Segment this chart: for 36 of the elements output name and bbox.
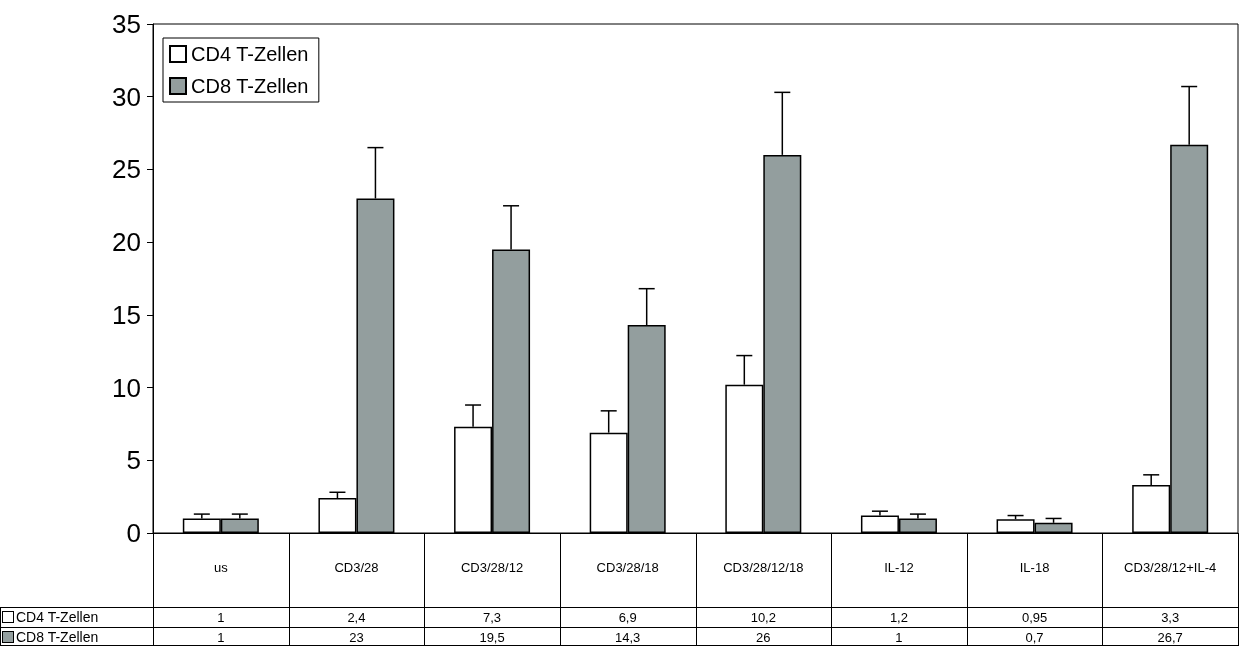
x-tick-label: us (213, 559, 229, 575)
y-tick-label: 15 (112, 299, 141, 330)
data-label: 26 (755, 629, 772, 646)
x-tick-label: CD3/28/12/18 (723, 559, 804, 575)
y-tick-label: 5 (126, 445, 141, 476)
data-label: 19,5 (478, 629, 506, 646)
x-tick-label: CD3/28/18 (596, 559, 659, 575)
text: CD4 T-Zellen (16, 609, 99, 625)
text: CD8 T-Zellen (16, 629, 99, 645)
data-label: 1 (216, 609, 226, 627)
y-tick-label: 10 (112, 372, 141, 403)
data-label: 10,2 (749, 609, 777, 627)
x-tick-label: CD3/28 (334, 559, 379, 575)
legend-label: CD4 T-Zellen (191, 43, 309, 65)
y-tick-label: 20 (112, 227, 141, 258)
x-tick-label: CD3/28/12 (460, 559, 524, 575)
legend-label: CD8 T-Zellen (191, 75, 309, 97)
data-label: 6,9 (617, 609, 638, 627)
data-label: 0,7 (1024, 629, 1045, 646)
x-tick-label: IL-12 (884, 559, 914, 575)
data-label: 0,95 (1020, 609, 1049, 627)
data-label: 14,3 (614, 629, 642, 646)
y-tick-label: 30 (112, 81, 141, 112)
x-tick-label: CD3/28/12+IL-4 (1124, 559, 1217, 575)
y-tick-label: 35 (112, 9, 141, 39)
data-label: 3,3 (1160, 609, 1181, 627)
data-label: 1 (216, 629, 226, 646)
data-label: 1 (894, 629, 904, 646)
x-tick-label: IL-18 (1019, 559, 1050, 575)
y-tick-label: 0 (126, 518, 141, 548)
data-label: 23 (348, 629, 365, 646)
y-tick-label: 25 (112, 154, 141, 185)
data-label: 7,3 (482, 609, 503, 627)
data-label: 26,7 (1156, 629, 1184, 646)
data-label: 1,2 (888, 609, 909, 627)
data-label: 2,4 (346, 609, 367, 627)
